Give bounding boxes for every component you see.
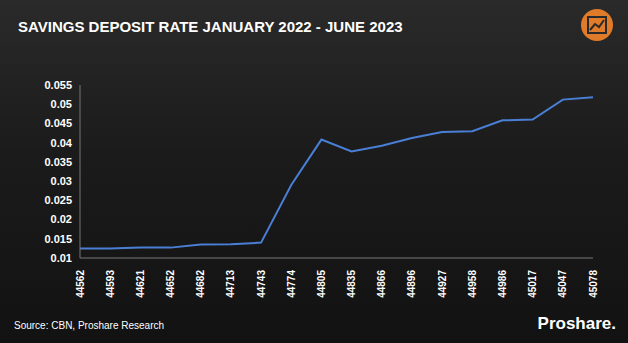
svg-text:44774: 44774 [286, 270, 297, 298]
svg-text:44621: 44621 [135, 270, 146, 298]
svg-text:44927: 44927 [437, 270, 448, 298]
svg-text:0.05: 0.05 [51, 98, 72, 110]
svg-text:44805: 44805 [316, 270, 327, 298]
svg-text:0.035: 0.035 [44, 156, 72, 168]
svg-text:44866: 44866 [376, 270, 387, 298]
svg-text:44958: 44958 [467, 270, 478, 298]
html-text:Source: CBN, Proshare Research: Source: CBN, Proshare Research [14, 320, 165, 331]
svg-text:0.015: 0.015 [44, 233, 72, 245]
svg-text:0.04: 0.04 [51, 137, 73, 149]
svg-text:0.03: 0.03 [51, 175, 72, 187]
svg-text:0.045: 0.045 [44, 117, 72, 129]
svg-text:44652: 44652 [165, 270, 176, 298]
svg-text:0.025: 0.025 [44, 194, 72, 206]
svg-text:44986: 44986 [497, 270, 508, 298]
svg-text:44743: 44743 [256, 270, 267, 298]
svg-text:0.02: 0.02 [51, 213, 72, 225]
svg-text:44713: 44713 [225, 270, 236, 298]
html-text:Proshare.: Proshare. [537, 314, 616, 333]
svg-text:44896: 44896 [406, 270, 417, 298]
svg-text:0.055: 0.055 [44, 79, 72, 91]
svg-text:44835: 44835 [346, 270, 357, 298]
svg-text:45017: 45017 [527, 270, 538, 298]
svg-text:45078: 45078 [588, 270, 599, 298]
svg-text:45047: 45047 [557, 270, 568, 298]
svg-text:0.01: 0.01 [51, 252, 72, 264]
svg-text:44682: 44682 [195, 270, 206, 298]
svg-text:44593: 44593 [105, 270, 116, 298]
html-text:SAVINGS DEPOSIT RATE JANUARY 2: SAVINGS DEPOSIT RATE JANUARY 2022 - JUNE… [18, 18, 403, 35]
svg-text:44562: 44562 [75, 270, 86, 298]
